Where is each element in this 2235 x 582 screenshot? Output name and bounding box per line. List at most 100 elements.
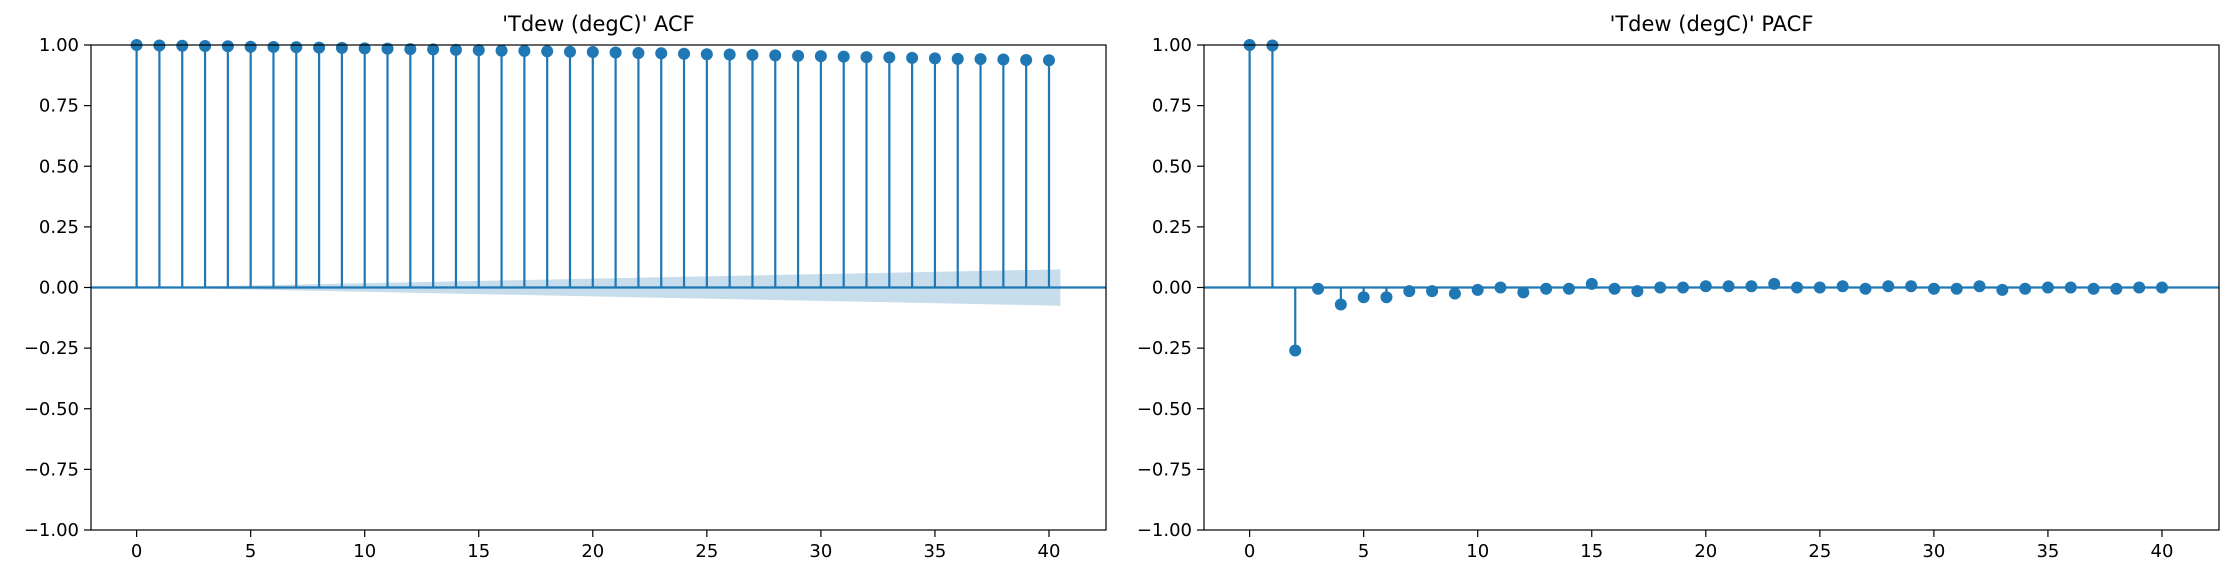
acf-xtick-label: 20	[581, 541, 604, 562]
acf-axes-frame	[90, 44, 1107, 531]
acf-point-lag-10	[358, 42, 371, 55]
pacf-ytick-label: 0.00	[1152, 278, 1192, 299]
acf-point-lag-24	[678, 47, 691, 60]
acf-point-lag-12	[404, 43, 417, 56]
acf-point-lag-39	[1020, 54, 1033, 67]
acf-ytick-label: −0.25	[24, 338, 79, 359]
pacf-ytick-label: 0.25	[1152, 217, 1192, 238]
acf-point-lag-27	[746, 48, 759, 61]
acf-point-lag-28	[769, 49, 782, 62]
acf-point-lag-8	[313, 41, 326, 54]
acf-point-lag-33	[883, 51, 896, 64]
acf-xtick-label: 0	[131, 541, 142, 562]
acf-point-lag-26	[723, 48, 736, 61]
pacf-point-lag-37	[2087, 282, 2100, 295]
pacf-chart-title: 'Tdew (degC)' PACF	[1610, 12, 1814, 36]
acf-point-lag-15	[472, 44, 485, 57]
acf-point-lag-13	[427, 43, 440, 56]
acf-point-lag-40	[1042, 54, 1055, 67]
acf-point-lag-32	[860, 51, 873, 64]
acf-xtick-label: 5	[245, 541, 256, 562]
acf-point-lag-3	[199, 39, 212, 52]
acf-ytick-label: 1.00	[39, 35, 79, 56]
acf-xtick-label: 10	[353, 541, 376, 562]
pacf-xtick-label: 30	[1922, 541, 1945, 562]
pacf-point-lag-12	[1517, 286, 1530, 299]
acf-point-lag-19	[563, 45, 576, 58]
acf-point-lag-14	[449, 43, 462, 56]
pacf-ytick-label: −0.25	[1137, 338, 1192, 359]
acf-point-lag-4	[221, 40, 234, 53]
pacf-point-lag-13	[1540, 282, 1553, 295]
pacf-point-lag-3	[1312, 282, 1325, 295]
acf-xtick-label: 15	[467, 541, 490, 562]
pacf-axis-ticks: 0 5 10 15 20 25 30 35 40 −1.00 −0.75 −0.50 −0.25 0.00…	[1137, 35, 2174, 562]
acf-point-lag-17	[518, 44, 531, 57]
acf-point-lag-21	[609, 46, 622, 59]
pacf-xtick-label: 40	[2151, 541, 2174, 562]
acf-point-lag-31	[837, 50, 850, 63]
acf-point-lag-20	[586, 46, 599, 59]
pacf-xtick-label: 0	[1244, 541, 1255, 562]
pacf-point-lag-38	[2110, 282, 2123, 295]
pacf-ytick-label: −1.00	[1137, 520, 1192, 541]
acf-xtick-label: 25	[695, 541, 718, 562]
pacf-stems	[1243, 39, 2168, 357]
acf-point-lag-16	[495, 44, 508, 57]
pacf-ytick-label: 0.50	[1152, 156, 1192, 177]
acf-xtick-label: 40	[1038, 541, 1061, 562]
pacf-panel: 'Tdew (degC)' PACF 0 5 10 15 20 25 30 35 40 −1.00…	[1137, 12, 2220, 562]
pacf-point-lag-34	[2019, 282, 2032, 295]
pacf-point-lag-4	[1334, 298, 1347, 311]
pacf-point-lag-26	[1836, 280, 1849, 293]
pacf-xtick-label: 20	[1694, 541, 1717, 562]
pacf-xtick-label: 35	[2036, 541, 2059, 562]
pacf-ytick-label: −0.50	[1137, 399, 1192, 420]
acf-panel: 'Tdew (degC)' ACF 0 5 10 15 20 25 30 35 40 −1.00 −…	[24, 12, 1107, 562]
acf-ytick-label: 0.00	[39, 278, 79, 299]
pacf-ytick-label: 0.75	[1152, 96, 1192, 117]
acf-ytick-label: −0.50	[24, 399, 79, 420]
acf-point-lag-25	[700, 48, 713, 61]
pacf-xtick-label: 10	[1466, 541, 1489, 562]
acf-point-lag-36	[951, 52, 964, 65]
acf-point-lag-35	[928, 52, 941, 65]
pacf-axes-frame	[1203, 44, 2220, 531]
pacf-point-lag-21	[1722, 280, 1735, 293]
acf-point-lag-18	[541, 45, 554, 58]
acf-point-lag-2	[176, 39, 189, 52]
acf-point-lag-30	[814, 50, 827, 63]
pacf-point-lag-20	[1699, 280, 1712, 293]
acf-point-lag-38	[997, 53, 1010, 66]
pacf-ytick-label: 1.00	[1152, 35, 1192, 56]
pacf-point-lag-22	[1745, 280, 1758, 293]
pacf-point-lag-2	[1289, 344, 1302, 357]
acf-point-lag-9	[335, 41, 348, 54]
pacf-point-lag-32	[1973, 280, 1986, 293]
acf-ytick-label: 0.50	[39, 156, 79, 177]
acf-ytick-label: −0.75	[24, 459, 79, 480]
acf-point-lag-22	[632, 47, 645, 60]
acf-point-lag-37	[974, 53, 987, 66]
acf-point-lag-34	[906, 51, 919, 64]
acf-axis-ticks: 0 5 10 15 20 25 30 35 40 −1.00 −0.75 −0.50 −0.25 0.00…	[24, 35, 1061, 562]
pacf-xtick-label: 5	[1358, 541, 1369, 562]
acf-point-lag-5	[244, 40, 257, 53]
acf-point-lag-29	[792, 49, 805, 62]
acf-stems	[130, 39, 1055, 288]
pacf-point-lag-16	[1608, 282, 1621, 295]
acf-point-lag-23	[655, 47, 668, 60]
acf-xtick-label: 30	[809, 541, 832, 562]
acf-ytick-label: 0.25	[39, 217, 79, 238]
pacf-point-lag-29	[1905, 280, 1918, 293]
pacf-point-lag-14	[1562, 282, 1575, 295]
pacf-point-lag-27	[1859, 282, 1872, 295]
pacf-xtick-label: 15	[1580, 541, 1603, 562]
acf-point-lag-6	[267, 40, 280, 53]
pacf-point-lag-5	[1357, 291, 1370, 304]
acf-xtick-label: 35	[923, 541, 946, 562]
acf-ytick-label: 0.75	[39, 96, 79, 117]
acf-ytick-label: −1.00	[24, 520, 79, 541]
pacf-point-lag-30	[1927, 282, 1940, 295]
